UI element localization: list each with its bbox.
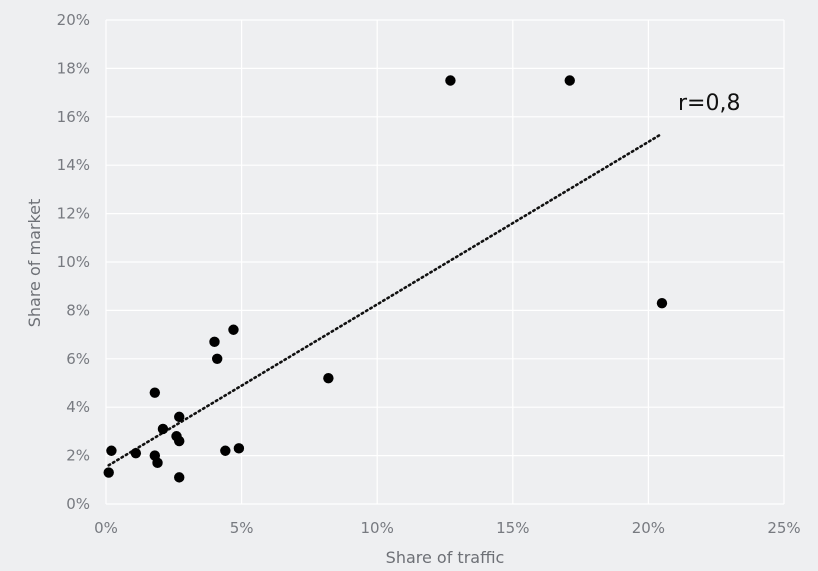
data-point	[152, 457, 163, 469]
x-tick-label: 10%	[361, 519, 394, 537]
data-point	[157, 423, 169, 435]
data-point	[228, 324, 239, 335]
data-point	[233, 443, 245, 454]
x-axis-title: Share of traffic	[386, 548, 505, 567]
y-axis-ticks: 0% 2% 4% 6% 8% 10% 12% 14% 16% 18% 20%	[57, 11, 90, 513]
x-tick-label: 15%	[496, 519, 529, 537]
y-tick-label: 8%	[66, 301, 90, 319]
data-point	[103, 467, 114, 478]
data-point	[130, 447, 142, 459]
correlation-annotation: r=0,8	[678, 91, 740, 116]
x-tick-label: 20%	[632, 519, 665, 537]
x-tick-label: 0%	[94, 519, 118, 537]
data-point	[656, 297, 668, 309]
data-point	[564, 75, 575, 86]
data-point	[106, 445, 117, 456]
data-point	[323, 372, 334, 384]
y-tick-label: 0%	[66, 495, 90, 513]
data-point	[174, 411, 185, 423]
data-point	[220, 445, 231, 456]
y-tick-label: 16%	[57, 108, 90, 126]
x-tick-label: 5%	[230, 519, 254, 537]
y-tick-label: 20%	[57, 11, 90, 29]
data-point	[174, 435, 185, 447]
y-tick-label: 4%	[66, 398, 90, 416]
gridlines	[105, 19, 785, 505]
data-point	[149, 387, 161, 398]
data-point	[445, 75, 456, 86]
data-points	[103, 75, 668, 483]
data-point	[209, 336, 220, 348]
y-tick-label: 2%	[66, 447, 90, 465]
data-point	[211, 353, 223, 364]
x-tick-label: 25%	[767, 519, 800, 537]
y-tick-label: 18%	[57, 59, 90, 77]
trendline	[107, 132, 664, 467]
y-tick-label: 12%	[57, 205, 90, 223]
x-axis-ticks: 0% 5% 10% 15% 20% 25%	[94, 519, 801, 537]
y-tick-label: 14%	[57, 156, 90, 174]
data-point	[174, 472, 185, 483]
y-tick-label: 10%	[57, 253, 90, 271]
y-tick-label: 6%	[66, 350, 90, 368]
y-axis-title: Share of market	[25, 199, 44, 328]
